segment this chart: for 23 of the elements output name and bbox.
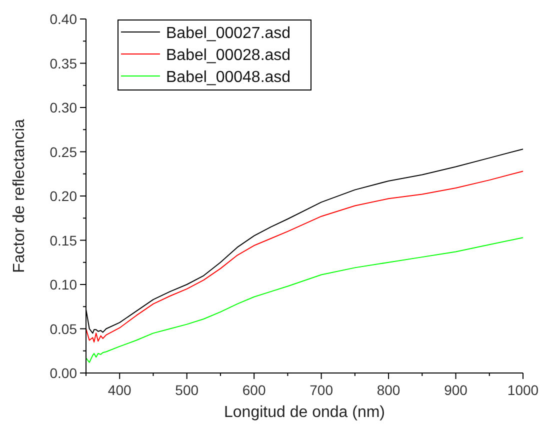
- legend-label: Babel_00048.asd: [166, 69, 291, 86]
- line-series: [86, 237, 524, 363]
- x-tick-label: 1000: [507, 382, 539, 398]
- y-tick-label: 0.10: [50, 276, 78, 292]
- y-tick-label: 0.15: [50, 232, 78, 248]
- x-tick-label: 800: [376, 382, 400, 398]
- y-tick-label: 0.35: [50, 55, 78, 72]
- y-tick-label: 0.05: [50, 320, 78, 337]
- legend-label: Babel_00028.asd: [166, 47, 291, 64]
- legend-label: Babel_00027.asd: [166, 25, 291, 42]
- x-tick-label: 600: [242, 382, 266, 398]
- y-tick-label: 0.25: [50, 144, 78, 160]
- text: 0.00: [50, 365, 77, 381]
- y-axis-title: Factor de reflectancia: [11, 118, 28, 273]
- line-series: [86, 170, 524, 343]
- x-tick-label: 900: [444, 382, 468, 398]
- x-tick-label: 400: [108, 382, 132, 398]
- x-tick-label: 500: [175, 382, 199, 398]
- y-tick-label: 0.40: [50, 11, 78, 27]
- y-tick-label: 0.20: [50, 188, 78, 204]
- y-tick-label: 0.30: [50, 100, 78, 116]
- x-tick-label: 700: [310, 382, 334, 398]
- x-axis-title: Longitud de onda (nm): [224, 404, 385, 421]
